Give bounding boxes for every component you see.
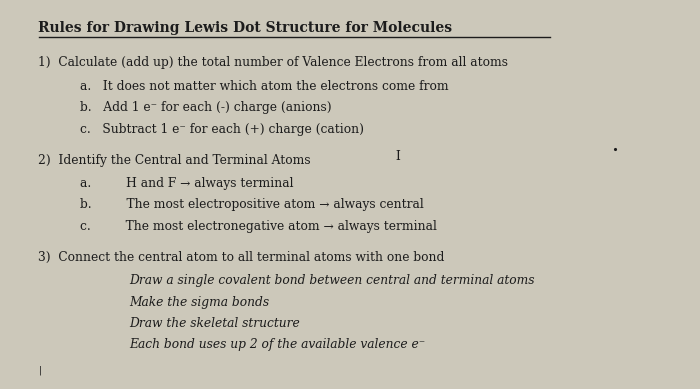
Text: b.         The most electropositive atom → always central: b. The most electropositive atom → alway… [80,198,424,211]
Text: c.   Subtract 1 e⁻ for each (+) charge (cation): c. Subtract 1 e⁻ for each (+) charge (ca… [80,123,365,135]
Text: a.   It does not matter which atom the electrons come from: a. It does not matter which atom the ele… [80,80,449,93]
Text: a.         H and F → always terminal: a. H and F → always terminal [80,177,294,190]
Text: b.   Add 1 e⁻ for each (-) charge (anions): b. Add 1 e⁻ for each (-) charge (anions) [80,101,332,114]
Text: 2)  Identify the Central and Terminal Atoms: 2) Identify the Central and Terminal Ato… [38,154,311,166]
Text: Make the sigma bonds: Make the sigma bonds [130,296,270,308]
Text: 1)  Calculate (add up) the total number of Valence Electrons from all atoms: 1) Calculate (add up) the total number o… [38,56,508,69]
Text: c.         The most electronegative atom → always terminal: c. The most electronegative atom → alway… [80,220,438,233]
Text: |: | [38,366,42,375]
Text: Draw the skeletal structure: Draw the skeletal structure [130,317,300,330]
Text: Each bond uses up 2 of the available valence e⁻: Each bond uses up 2 of the available val… [130,338,426,351]
Text: Draw a single covalent bond between central and terminal atoms: Draw a single covalent bond between cent… [130,274,535,287]
Text: I: I [395,150,400,163]
Text: Rules for Drawing Lewis Dot Structure for Molecules: Rules for Drawing Lewis Dot Structure fo… [38,21,453,35]
Text: 3)  Connect the central atom to all terminal atoms with one bond: 3) Connect the central atom to all termi… [38,251,445,264]
